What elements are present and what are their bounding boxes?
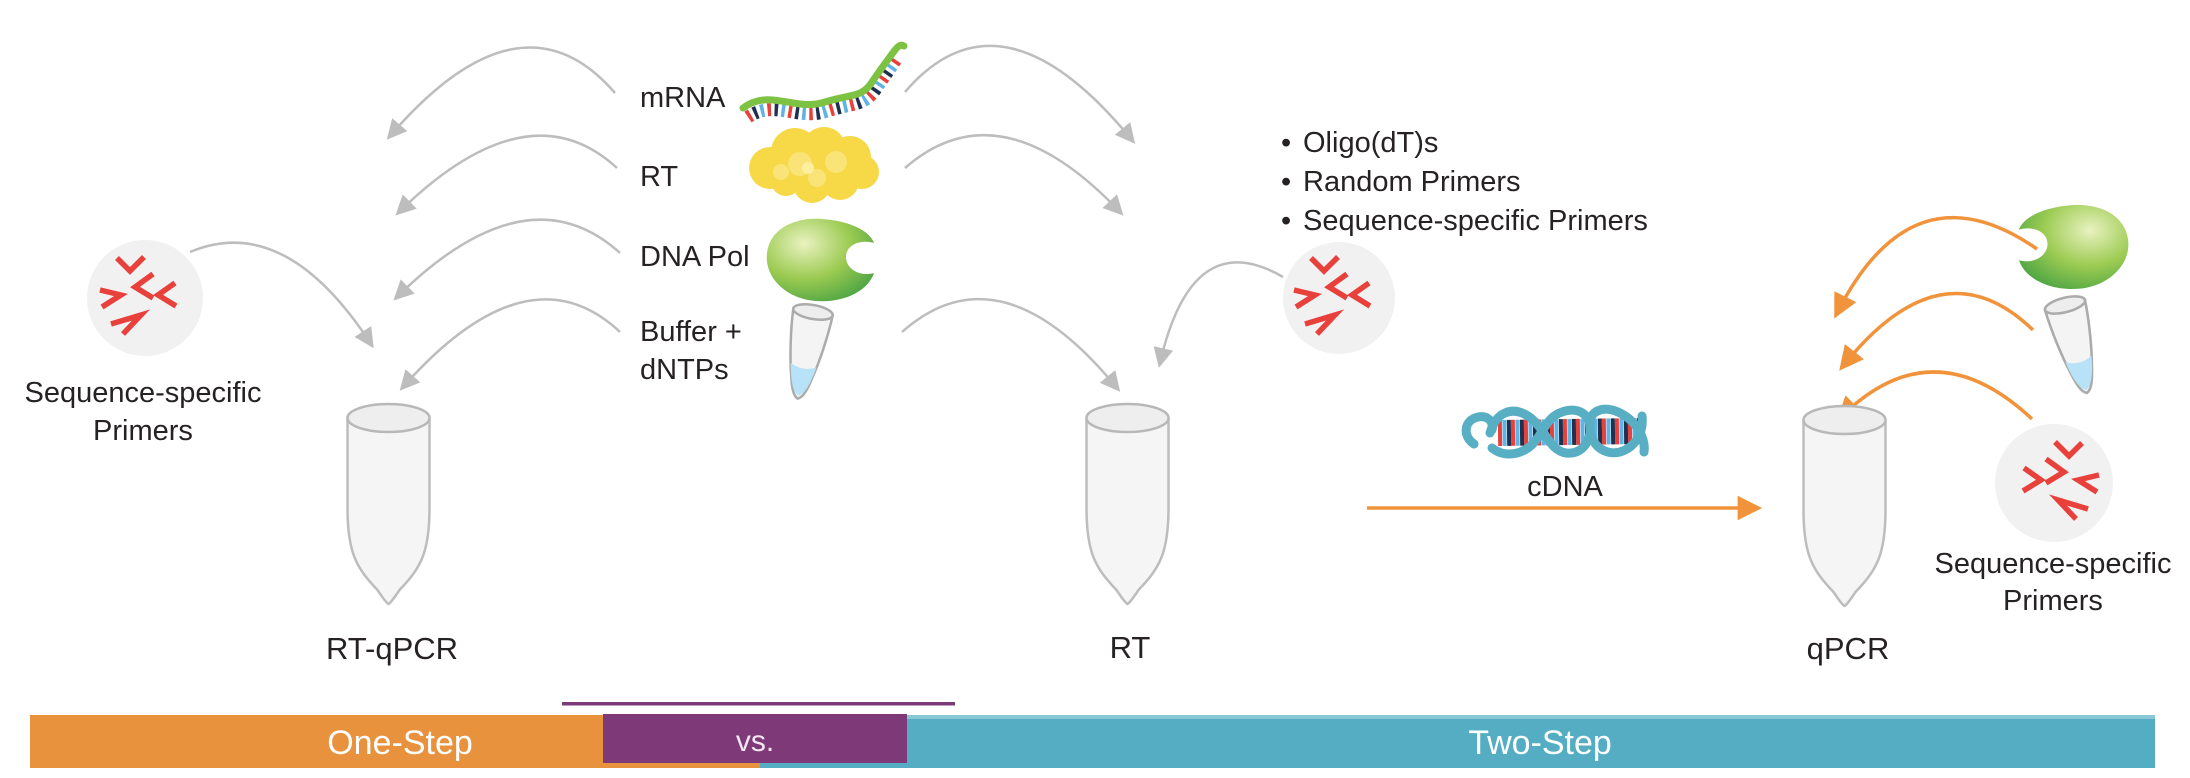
arrow-dnapol-to-qpcr-tube — [1834, 215, 2038, 319]
cdna-helix-icon — [1461, 404, 1649, 459]
two-step-bar — [760, 715, 2155, 768]
mrna-icon — [739, 41, 908, 123]
qpcr-tube-icon — [1802, 404, 1887, 608]
one-step-primers-group: Sequence-specific Primers — [25, 240, 262, 447]
cdna-label: cDNA — [1527, 471, 1603, 503]
qpcr-input-arrows — [1834, 215, 2038, 422]
arrow-rt-to-rt-tube — [904, 134, 1124, 216]
arrow-buffer-to-rt-tube — [901, 297, 1121, 392]
qpcr-primers-caption-line2: Primers — [2003, 585, 2103, 617]
one-step-arrows — [189, 46, 621, 391]
versus-top-rule — [562, 702, 955, 706]
arrow-primers-to-rt-tube — [1153, 261, 1284, 368]
one-step-primers-caption-line1: Sequence-specific — [25, 377, 262, 409]
rtqpcr-tube-icon — [346, 402, 431, 606]
primer-option-random: Random Primers — [1303, 166, 1521, 198]
buffer-label-line1: Buffer + — [640, 316, 742, 348]
primers-circle — [1283, 242, 1395, 354]
rt-enzyme-icon — [749, 127, 879, 203]
primers-circle — [87, 240, 203, 356]
reagent-column: mRNA RT DNA Pol Buffer + dNTPs — [640, 41, 908, 404]
arrow-buffer-to-qpcr-tube — [1839, 291, 2035, 371]
rtqpcr-tube-label: RT-qPCR — [326, 631, 458, 666]
two-step-qpcr-group: qPCR Sequence-specific Primers — [1802, 204, 2172, 666]
arrow-primers-to-qpcr-tube — [1836, 370, 2034, 422]
rt-label: RT — [640, 161, 678, 193]
arrow-mrna-to-rtqpcr-tube — [386, 46, 616, 140]
arrow-primers-to-rtqpcr-tube — [189, 241, 374, 349]
arrow-buffer-to-rtqpcr-tube — [399, 298, 621, 391]
bullet-3: • — [1281, 205, 1291, 237]
two-step-bar-label: Two-Step — [1468, 724, 1612, 762]
one-step-primers-caption-line2: Primers — [93, 415, 193, 447]
arrow-mrna-to-rt-tube — [904, 44, 1136, 144]
buffer-label-line2: dNTPs — [640, 354, 729, 386]
qpcr-tube-label: qPCR — [1807, 631, 1890, 666]
bullet-1: • — [1281, 127, 1291, 159]
rt-tube-icon — [1085, 402, 1170, 606]
versus-bar-label: vs. — [736, 725, 774, 758]
qpcr-primers-caption-line1: Sequence-specific — [1935, 548, 2172, 580]
two-step-rt-group: • Oligo(dT)s • Random Primers • Sequence… — [1085, 127, 1648, 665]
primer-option-sequence-specific: Sequence-specific Primers — [1303, 205, 1648, 237]
rtqpcr-tube-group: RT-qPCR — [326, 402, 458, 666]
two-step-arrows — [901, 44, 1284, 392]
rt-tube-label: RT — [1110, 630, 1151, 665]
bullet-2: • — [1281, 166, 1291, 198]
versus-bar — [603, 714, 907, 763]
dna-pol-label: DNA Pol — [640, 241, 750, 273]
dna-polymerase-icon — [766, 218, 874, 302]
two-step-bar-highlight — [760, 715, 2155, 719]
arrow-dnapol-to-rtqpcr-tube — [393, 218, 621, 301]
arrow-rt-to-rtqpcr-tube — [395, 134, 618, 216]
one-step-bar-label: One-Step — [327, 724, 473, 762]
mrna-label: mRNA — [640, 82, 726, 114]
bottom-comparison-bar: One-Step vs. Two-Step — [30, 702, 2155, 768]
primers-circle — [1995, 424, 2113, 542]
cdna-transfer-group: cDNA — [1367, 404, 1763, 521]
buffer-dntps-tube-icon — [2041, 291, 2109, 400]
buffer-dntps-tube-icon — [776, 300, 836, 404]
primer-option-oligodt: Oligo(dT)s — [1303, 127, 1438, 159]
